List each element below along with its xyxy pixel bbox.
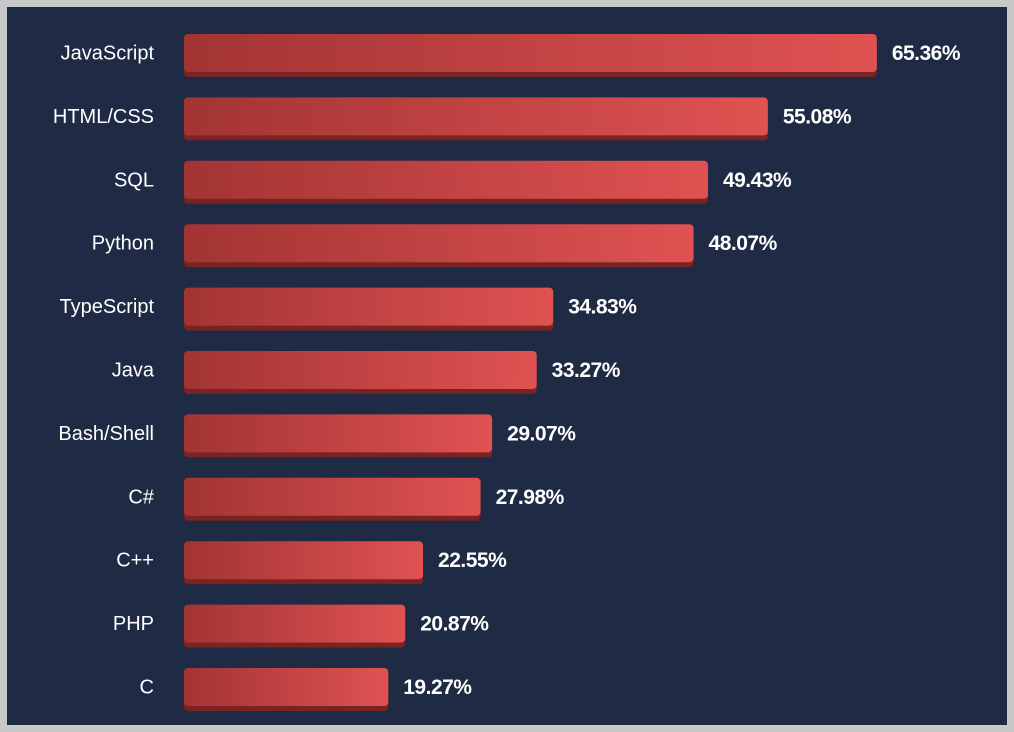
bar-bash-shell — [184, 414, 493, 453]
category-label: C — [140, 677, 154, 699]
value-label: 19.27% — [403, 676, 472, 699]
value-label: 49.43% — [723, 169, 792, 192]
bar-python — [184, 224, 694, 263]
value-label: 55.08% — [783, 105, 852, 128]
bar-chart: JavaScript 65.36% HTML/CSS 55.08% SQL 49.43% P… — [53, 34, 961, 711]
bar-html-css — [184, 97, 768, 136]
category-label: TypeScript — [60, 296, 155, 318]
value-label: 33.27% — [552, 359, 621, 382]
bar-c- — [184, 541, 424, 580]
bar-sql — [184, 160, 708, 199]
bars-group: JavaScript 65.36% HTML/CSS 55.08% SQL 49.43% P… — [53, 34, 961, 711]
category-label: C++ — [116, 550, 154, 572]
value-label: 22.55% — [438, 549, 507, 572]
chart-frame: JavaScript 65.36% HTML/CSS 55.08% SQL 49.43% P… — [7, 7, 1007, 725]
bar-typescript — [184, 287, 554, 326]
category-label: PHP — [113, 613, 154, 635]
category-label: Python — [92, 233, 154, 255]
bar-php — [184, 604, 406, 643]
bar-java — [184, 351, 537, 389]
value-label: 65.36% — [892, 42, 961, 65]
bar-c — [184, 668, 389, 706]
value-label: 29.07% — [507, 422, 576, 445]
value-label: 27.98% — [496, 486, 565, 509]
bar-c- — [184, 477, 481, 516]
value-label: 34.83% — [568, 296, 637, 319]
value-label: 48.07% — [709, 232, 778, 255]
category-label: HTML/CSS — [53, 106, 154, 128]
category-label: JavaScript — [61, 43, 155, 65]
category-label: C# — [128, 486, 154, 508]
category-label: SQL — [114, 169, 154, 191]
category-label: Bash/Shell — [58, 423, 154, 445]
category-label: Java — [112, 360, 155, 382]
value-label: 20.87% — [420, 613, 489, 636]
bar-javascript — [184, 34, 877, 72]
